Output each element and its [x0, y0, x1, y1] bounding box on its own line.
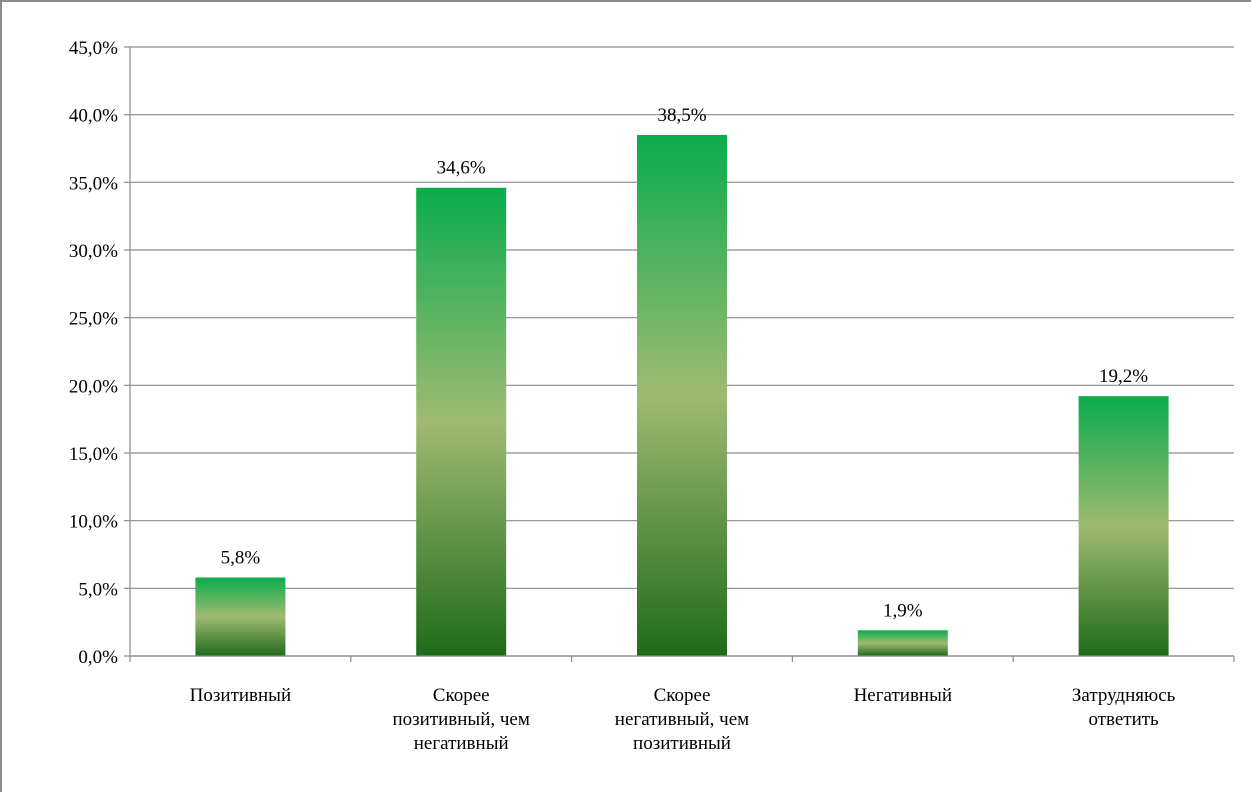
- x-tick-label: Скорее позитивный, чем негативный: [392, 685, 529, 754]
- y-tick-label: 30,0%: [69, 241, 118, 262]
- data-label: 5,8%: [221, 548, 261, 569]
- y-tick-label: 15,0%: [69, 444, 118, 465]
- bar: [195, 577, 286, 656]
- x-axis: [129, 655, 1235, 662]
- data-label: 19,2%: [1099, 366, 1148, 387]
- data-labels: 5,8% 34,6% 38,5% 1,9% 19,2%: [221, 105, 1149, 621]
- y-tick-label: 10,0%: [69, 512, 118, 533]
- y-axis-ticks: 0,0% 5,0% 10,0% 15,0% 20,0% 25,0% 30,0% 35,0% 40…: [69, 38, 131, 668]
- category-labels: Позитивный Скорее позитивный, чем негативны…: [190, 685, 1176, 754]
- x-tick-label: Негативный: [854, 685, 952, 706]
- bar: [416, 187, 507, 656]
- bar: [637, 134, 727, 656]
- y-tick-label: 25,0%: [69, 309, 118, 330]
- y-tick-label: 45,0%: [69, 38, 118, 59]
- data-label: 34,6%: [437, 158, 486, 179]
- y-tick-label: 5,0%: [78, 579, 118, 600]
- bar: [1078, 396, 1169, 656]
- x-tick-label: Скорее негативный, чем позитивный: [615, 685, 749, 754]
- x-tick-label: Затрудняюсь ответить: [1072, 685, 1176, 730]
- y-tick-label: 0,0%: [78, 647, 118, 668]
- y-tick-label: 40,0%: [69, 106, 118, 127]
- bars: [195, 134, 1169, 656]
- data-label: 1,9%: [883, 600, 923, 621]
- x-tick-label: Позитивный: [190, 685, 291, 706]
- y-tick-label: 20,0%: [69, 376, 118, 397]
- y-tick-label: 35,0%: [69, 173, 118, 194]
- data-label: 38,5%: [657, 105, 706, 126]
- bar: [857, 630, 948, 656]
